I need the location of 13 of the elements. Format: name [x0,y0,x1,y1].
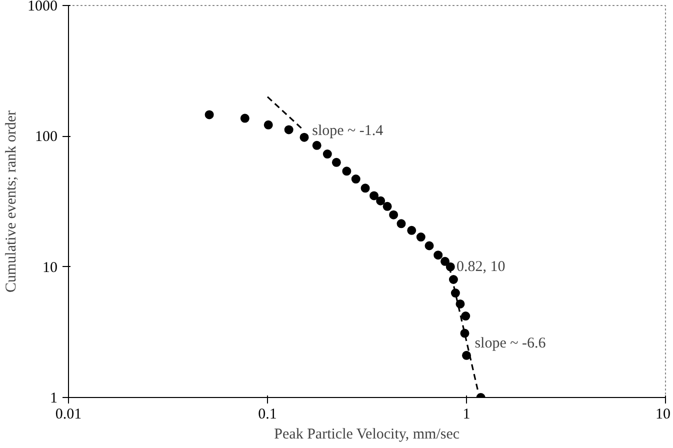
annotation: slope ~ -1.4 [312,122,384,139]
y-tick-label: 100 [35,129,58,146]
y-tick-label: 10 [42,260,58,276]
x-tick-label: 0.1 [258,406,277,422]
y-tick-label: 1000 [28,0,58,14]
x-axis-title: Peak Particle Velocity, mm/sec [274,426,460,442]
x-tick-label: 1 [462,406,470,422]
y-tick-label: 1 [50,390,58,406]
x-tick-label: 0.01 [55,406,82,422]
y-axis-title: Cumulative events; rank order [4,110,20,293]
annotation: slope ~ -6.6 [474,335,546,352]
annotation: 0.82, 10 [456,258,506,275]
x-tick-label: 10 [656,406,670,422]
